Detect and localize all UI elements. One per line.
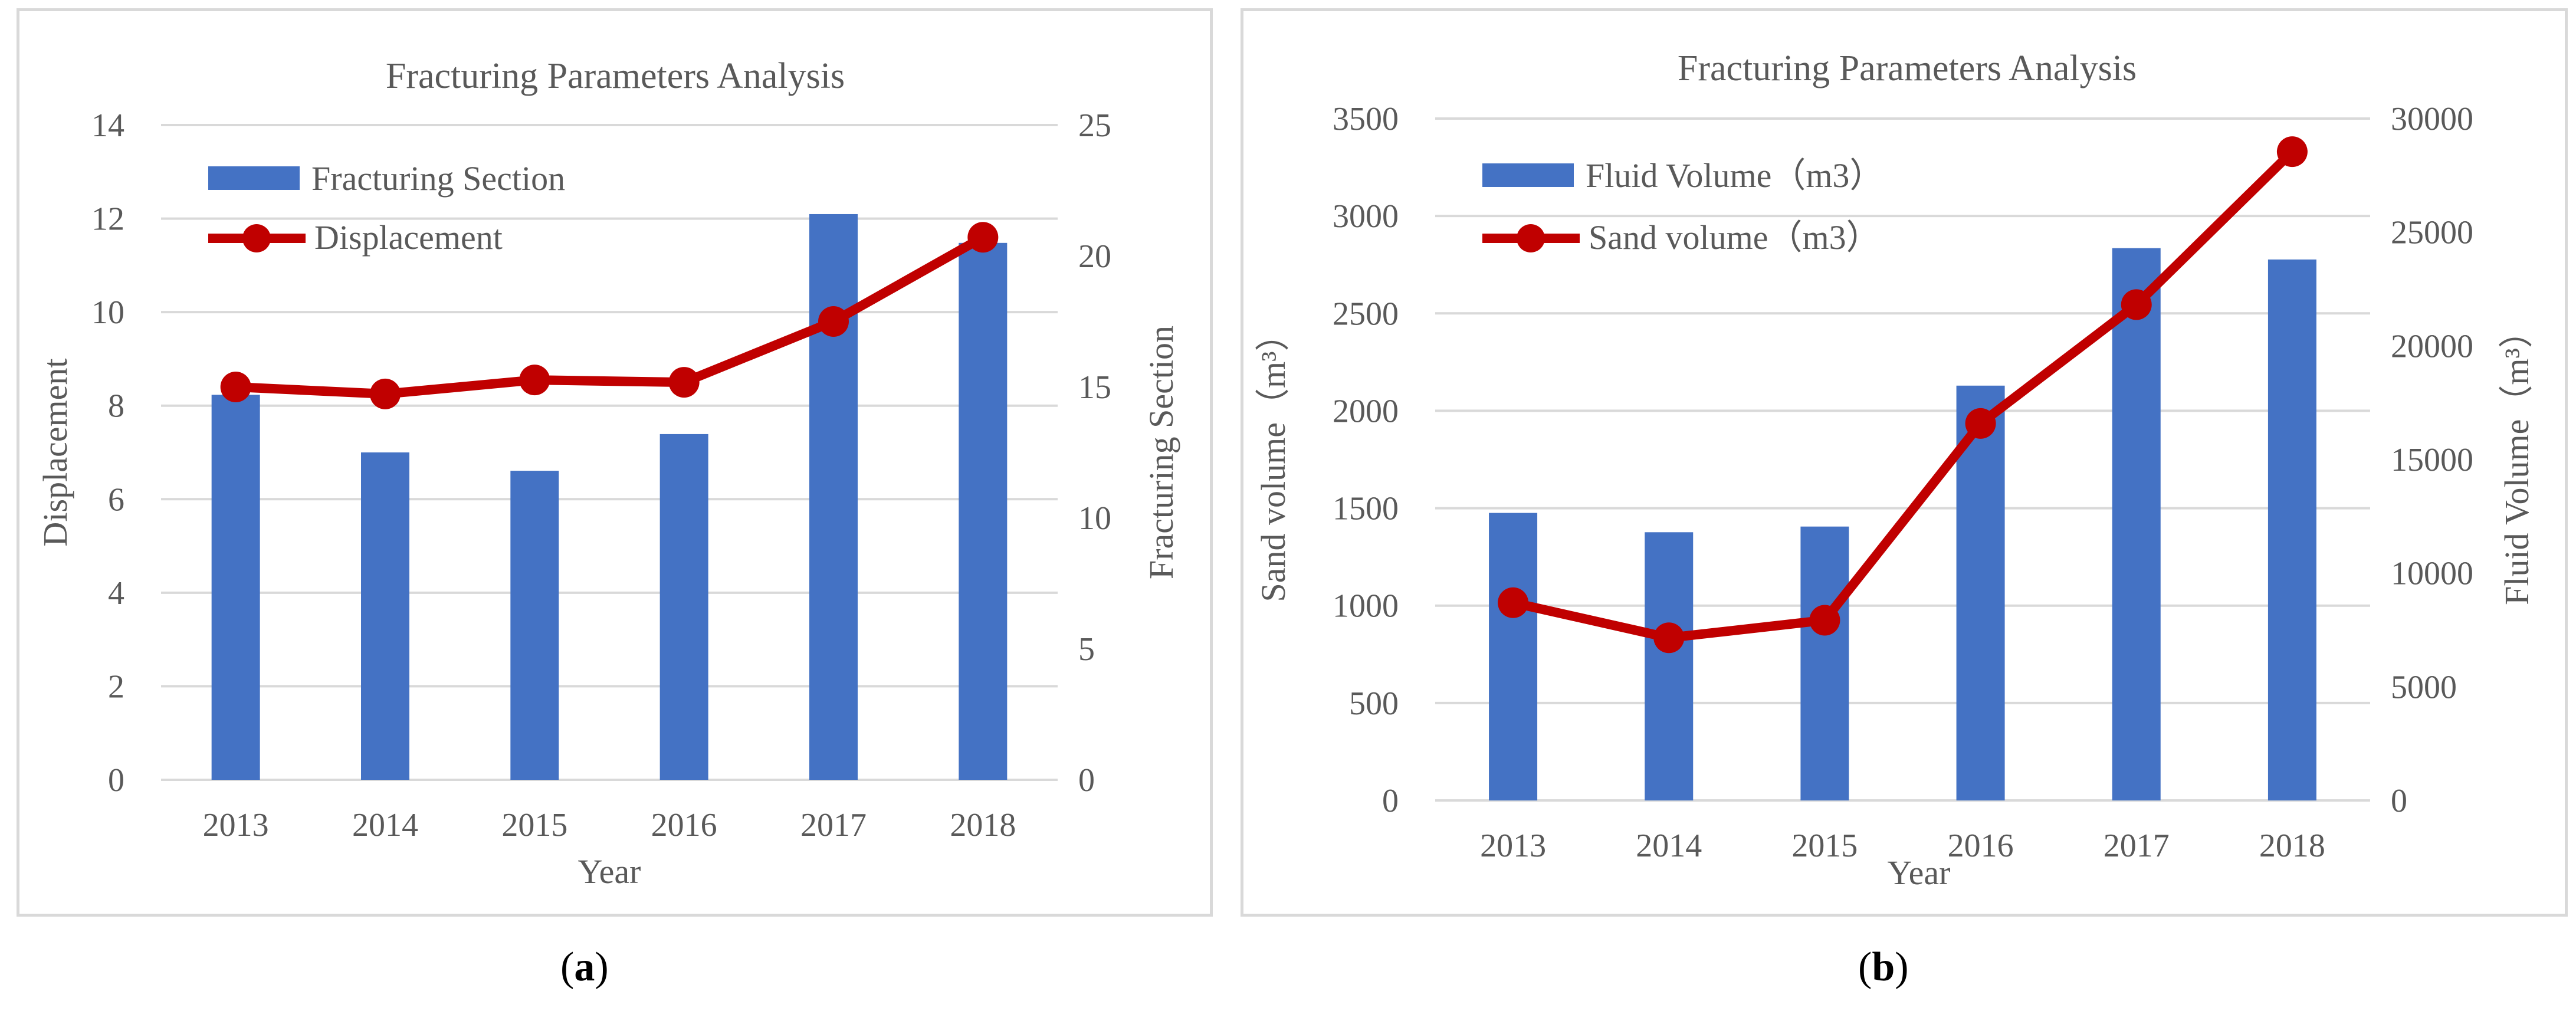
chart-b-line-point [1498,587,1529,618]
chart-a-bar [211,395,260,780]
chart-a-bar [361,452,409,780]
chart-a-x-tick-label: 2013 [203,807,269,844]
chart-b-y-right-tick-label: 0 [2391,783,2407,819]
chart-a-x-tick-label: 2014 [352,807,418,844]
chart-a-bar [659,434,708,780]
chart-b-y-left-tick-label: 500 [1349,685,1399,722]
chart-a-y-left-tick-label: 8 [108,388,124,425]
chart-b-y-right-tick-label: 10000 [2391,556,2473,592]
chart-a-y-right-tick-label: 10 [1078,500,1111,537]
chart-a-y-left-tick-label: 12 [91,201,124,238]
chart-b-y-left-axis-label: Sand volume（m³） [1254,317,1292,602]
chart-b-line-point [1809,605,1840,636]
chart-b-x-tick-label: 2018 [2259,828,2325,864]
chart-a-y-left-tick-label: 4 [108,575,124,612]
chart-a-y-right-tick-label: 25 [1078,107,1111,144]
chart-a-svg: Fracturing Parameters Analysis 0 2 4 6 8 10 12 1… [36,56,1180,891]
chart-a-line-point [818,306,849,337]
chart-b-x-tick-label: 2014 [1636,828,1702,864]
chart-a-line-point [519,365,550,396]
chart-a-y-right-axis-label: Fracturing Section [1142,326,1180,579]
chart-b-x-axis-label: Year [1888,854,1951,892]
chart-b-legend-line-marker [1517,224,1545,252]
caption-b: (b) [1858,944,1909,990]
chart-a-bar [809,214,858,780]
chart-b-x-tick-label: 2016 [1948,828,2014,864]
chart-b-y-left-tick-label: 0 [1382,783,1399,819]
chart-a-y-left-tick-label: 0 [108,762,124,799]
chart-a-y-right-tick-label: 0 [1078,762,1095,799]
chart-b-y-left-tick-label: 2500 [1333,296,1399,332]
chart-b-line-point [1653,622,1685,654]
chart-a-y-right-tick-label: 15 [1078,369,1111,406]
chart-b-line-series [1512,148,2296,643]
chart-b-title: Fracturing Parameters Analysis [1678,48,2137,88]
chart-a-line-series [235,233,986,399]
chart-b-legend-line-label: Sand volume（m3） [1589,218,1881,257]
chart-b-y-right-tick-label: 25000 [2391,215,2473,251]
chart-a-y-left-axis-label: Displacement [36,359,74,547]
chart-b-line-point [1965,408,1996,439]
caption-a: (a) [560,944,609,990]
chart-b-x-tick-label: 2017 [2104,828,2170,864]
chart-b-bar [2267,259,2316,800]
chart-a-x-tick-label: 2018 [950,807,1016,844]
chart-a-y-left-tick-label: 10 [91,294,124,331]
chart-b-bar [1489,513,1538,800]
chart-a-x-axis-label: Year [578,852,641,891]
chart-a-x-tick-label: 2017 [800,807,867,844]
chart-b-line-point [2276,136,2308,168]
chart-b-line-point [2121,289,2152,320]
chart-b-y-right-tick-label: 15000 [2391,442,2473,478]
chart-b-legend-bar-label: Fluid Volume（m3） [1586,156,1883,195]
chart-b-y-right-tick-label: 5000 [2391,669,2457,705]
chart-b-y-left-tick-label: 2000 [1333,393,1399,429]
chart-a-title: Fracturing Parameters Analysis [386,56,845,96]
chart-a-line-point [668,367,700,398]
chart-a-x-tick-label: 2015 [501,807,567,844]
chart-b-bar [2112,248,2161,800]
chart-b-bar [1956,385,2005,800]
chart-a-bar [959,242,1008,780]
chart-b-bar [1800,526,1849,800]
chart-a-bar [510,471,559,780]
chart-a-x-tick-label: 2016 [651,807,717,844]
chart-b-svg: Fracturing Parameters Analysis 0 500 1000 15… [1254,48,2536,892]
chart-a-line-point [967,222,999,253]
chart-a-y-right-tick-label: 20 [1078,238,1111,275]
chart-a-legend-line-label: Displacement [314,218,503,257]
chart-b-x-tick-label: 2015 [1791,828,1858,864]
chart-a-legend-bar-swatch [208,166,300,190]
chart-a-y-left-tick-label: 2 [108,668,124,705]
chart-b-legend-bar-swatch [1482,163,1574,187]
chart-a-legend-line-marker [242,224,271,252]
chart-b-y-right-tick-label: 30000 [2391,101,2473,137]
chart-a-y-left-tick-label: 14 [91,107,124,144]
chart-a-line-point [220,372,251,402]
chart-b-y-right-tick-label: 20000 [2391,328,2473,365]
chart-a-y-left-tick-label: 6 [108,481,124,518]
chart-b-y-left-tick-label: 3500 [1333,101,1399,137]
chart-panel-b: Fracturing Parameters Analysis 0 500 1000 15… [1241,8,2568,917]
chart-b-bar [1645,532,1694,800]
chart-a-line-point [370,378,401,409]
chart-a-legend-bar-label: Fracturing Section [311,159,565,198]
chart-b-y-right-axis-label: Fluid Volume（m³） [2498,314,2536,605]
chart-b-y-left-tick-label: 3000 [1333,198,1399,235]
chart-panel-a: Fracturing Parameters Analysis 0 2 4 6 8 10 12 1… [17,8,1213,917]
chart-b-x-tick-label: 2013 [1480,828,1546,864]
chart-a-y-right-tick-label: 5 [1078,631,1095,668]
chart-b-y-left-tick-label: 1000 [1333,588,1399,625]
chart-b-y-left-tick-label: 1500 [1333,491,1399,527]
